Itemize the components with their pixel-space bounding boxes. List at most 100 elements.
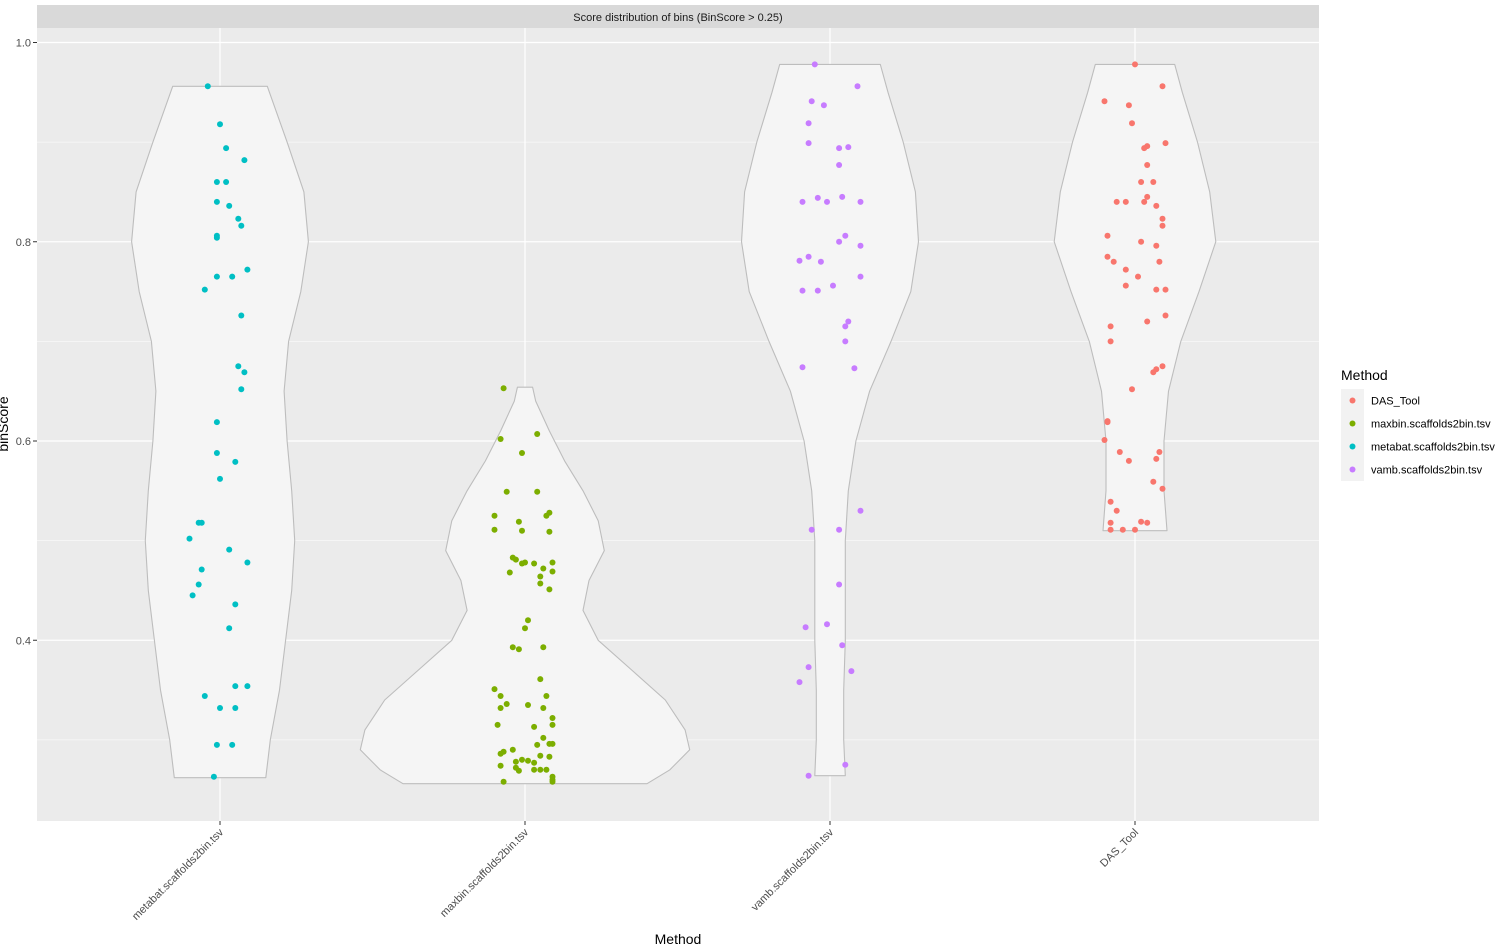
data-point bbox=[1101, 437, 1108, 443]
data-point bbox=[512, 556, 519, 563]
violin-metabat.scaffolds2bin.tsv bbox=[131, 85, 309, 779]
data-point bbox=[857, 198, 864, 205]
y-tick-label: 0.4 bbox=[16, 635, 31, 647]
data-point bbox=[512, 758, 519, 765]
data-point bbox=[1159, 222, 1166, 229]
data-point bbox=[796, 679, 803, 686]
data-point bbox=[805, 120, 812, 127]
data-point bbox=[531, 759, 538, 766]
legend-swatch bbox=[1349, 466, 1356, 473]
data-point bbox=[223, 145, 230, 152]
data-point bbox=[232, 683, 239, 690]
data-point bbox=[235, 215, 242, 222]
data-point bbox=[515, 518, 522, 525]
data-point bbox=[808, 98, 815, 105]
data-point bbox=[543, 693, 550, 699]
data-point bbox=[525, 617, 531, 624]
data-point bbox=[830, 282, 836, 289]
data-point bbox=[1141, 198, 1148, 205]
data-point bbox=[226, 546, 233, 553]
data-point bbox=[1135, 273, 1141, 280]
legend-label: vamb.scaffolds2bin.tsv bbox=[1371, 465, 1483, 477]
data-point bbox=[549, 721, 556, 728]
data-point bbox=[1159, 215, 1166, 222]
data-point bbox=[1162, 312, 1169, 319]
legend-swatch bbox=[1349, 397, 1356, 404]
x-tick-label: metabat.scaffolds2bin.tsv bbox=[130, 826, 226, 922]
data-point bbox=[201, 693, 208, 699]
data-point bbox=[1153, 455, 1160, 462]
data-point bbox=[497, 762, 504, 769]
data-point bbox=[1156, 449, 1163, 455]
data-point bbox=[805, 140, 812, 147]
data-point bbox=[525, 702, 531, 708]
data-point bbox=[540, 705, 547, 711]
data-point bbox=[522, 625, 528, 632]
x-axis: metabat.scaffolds2bin.tsv maxbin.scaffold… bbox=[130, 821, 1141, 923]
data-point bbox=[531, 723, 538, 730]
data-point bbox=[1138, 238, 1145, 245]
data-point bbox=[497, 705, 504, 711]
data-point bbox=[509, 644, 516, 651]
data-point bbox=[229, 273, 236, 280]
data-point bbox=[839, 642, 846, 649]
data-point bbox=[540, 734, 547, 741]
data-point bbox=[851, 365, 858, 372]
data-point bbox=[799, 287, 806, 294]
data-point bbox=[817, 258, 824, 265]
data-point bbox=[509, 746, 516, 753]
y-tick-label: 1.0 bbox=[16, 38, 31, 50]
data-point bbox=[494, 721, 501, 728]
facet-strip bbox=[37, 5, 1319, 28]
data-point bbox=[534, 488, 541, 495]
y-axis: 0.4 0.6 0.8 1.0 bbox=[16, 38, 37, 647]
data-point bbox=[210, 773, 217, 780]
data-points bbox=[186, 61, 1169, 785]
data-point bbox=[1113, 198, 1120, 205]
violins bbox=[131, 63, 1217, 785]
y-tick-label: 0.8 bbox=[16, 237, 31, 249]
legend: Method DAS_Tool maxbin.scaffolds2bin.tsv m… bbox=[1341, 367, 1495, 481]
data-point bbox=[842, 232, 849, 239]
data-point bbox=[845, 144, 852, 151]
data-point bbox=[497, 750, 504, 757]
data-point bbox=[244, 559, 251, 566]
data-point bbox=[534, 741, 541, 748]
data-point bbox=[1159, 363, 1166, 370]
data-point bbox=[531, 766, 538, 773]
x-tick-label: vamb.scaffolds2bin.tsv bbox=[749, 826, 836, 913]
data-point bbox=[1122, 198, 1129, 205]
data-point bbox=[232, 458, 239, 465]
data-point bbox=[500, 385, 507, 392]
data-point bbox=[1107, 519, 1114, 526]
data-point bbox=[549, 568, 556, 575]
data-point bbox=[241, 157, 248, 164]
data-point bbox=[836, 238, 843, 245]
data-point bbox=[491, 512, 498, 519]
data-point bbox=[213, 179, 220, 185]
data-point bbox=[1113, 507, 1120, 514]
data-point bbox=[857, 242, 864, 249]
data-point bbox=[802, 624, 809, 631]
data-point bbox=[1153, 286, 1160, 293]
data-point bbox=[223, 179, 230, 185]
data-point bbox=[811, 61, 818, 68]
data-point bbox=[1132, 61, 1138, 68]
data-point bbox=[1162, 286, 1169, 293]
data-point bbox=[226, 202, 233, 209]
data-point bbox=[229, 741, 236, 748]
data-point bbox=[238, 222, 245, 229]
data-point bbox=[213, 741, 220, 748]
data-point bbox=[546, 586, 553, 593]
data-point bbox=[1119, 526, 1126, 533]
data-point bbox=[824, 621, 830, 628]
data-point bbox=[805, 772, 812, 779]
data-point bbox=[1144, 162, 1151, 168]
data-point bbox=[1132, 526, 1138, 533]
data-point bbox=[1122, 282, 1129, 289]
data-point bbox=[1159, 83, 1166, 90]
data-point bbox=[226, 625, 233, 632]
data-point bbox=[814, 194, 821, 201]
data-point bbox=[1125, 102, 1132, 109]
